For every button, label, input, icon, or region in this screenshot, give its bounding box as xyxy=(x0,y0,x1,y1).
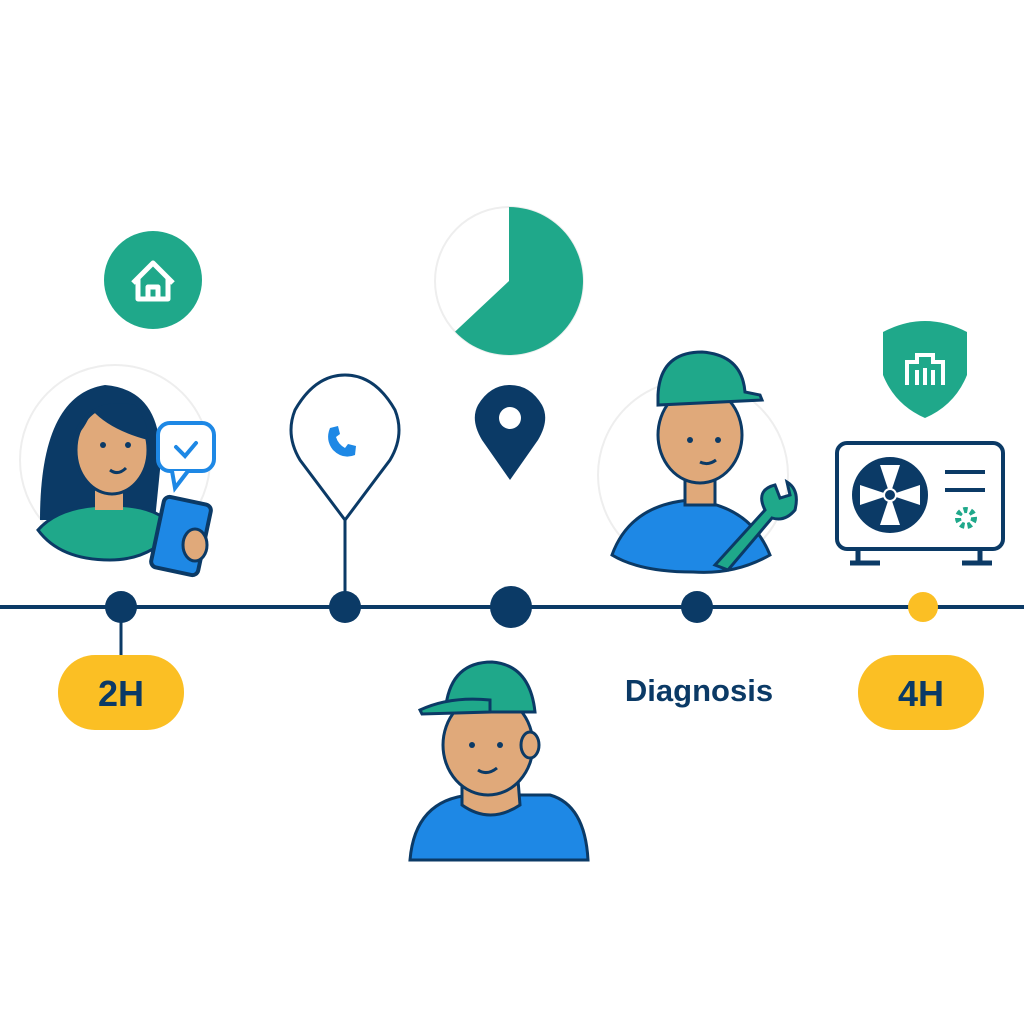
start-duration-label: 2H xyxy=(98,673,144,714)
end-duration-label: 4H xyxy=(898,673,944,714)
pie-filled-slice xyxy=(455,207,583,355)
phone-pin xyxy=(289,373,401,600)
end-duration-badge xyxy=(858,655,984,730)
chat-check-icon xyxy=(156,421,216,493)
start-duration-badge xyxy=(58,655,184,730)
smartphone-icon xyxy=(149,494,213,578)
diagnosis-label: Diagnosis xyxy=(625,673,773,708)
timeline-dot xyxy=(329,591,361,623)
timeline-dot xyxy=(681,591,713,623)
home-icon xyxy=(104,231,202,329)
progress-pie xyxy=(434,206,584,356)
location-pin-icon xyxy=(474,385,546,480)
timeline-dot xyxy=(490,586,532,628)
timeline-dot-end xyxy=(908,592,938,622)
air-conditioner-icon xyxy=(835,441,1005,566)
technician-bust xyxy=(408,660,590,862)
building-shield-icon xyxy=(883,321,967,418)
phone-icon xyxy=(328,426,356,457)
technician-avatar xyxy=(597,350,798,574)
wrench-icon xyxy=(712,478,798,572)
